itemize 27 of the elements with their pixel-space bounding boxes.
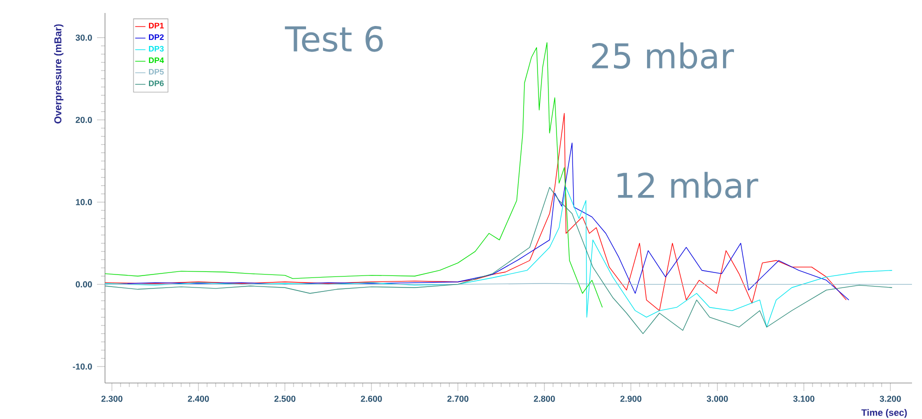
y-tick-label: 30.0 — [76, 34, 92, 41]
annotation: Test 6 — [284, 26, 383, 52]
legend-label: DP5 — [148, 69, 164, 75]
y-tick-label: 20.0 — [76, 116, 92, 123]
legend-label: DP6 — [148, 80, 164, 86]
y-tick-label: -10.0 — [72, 363, 92, 370]
legend-label: DP1 — [148, 22, 164, 28]
legend-label: DP2 — [148, 34, 164, 40]
x-tick-label: 2.300 — [101, 396, 122, 402]
x-tick-label: 2.400 — [188, 396, 209, 402]
x-tick-label: 2.800 — [534, 396, 555, 402]
x-axis-title: Time (sec) — [861, 409, 907, 418]
x-tick-label: 3.200 — [880, 396, 901, 402]
y-tick-label: 0.00 — [76, 281, 92, 288]
y-axis-title: Overpressure (mBar) — [54, 24, 64, 124]
x-tick-label: 3.100 — [793, 396, 814, 402]
y-tick-label: 10.0 — [76, 199, 92, 206]
annotation: 25 mbar — [592, 42, 734, 69]
legend-label: DP3 — [148, 46, 164, 52]
annotation: 12 mbar — [618, 172, 758, 198]
legend-label: DP4 — [148, 58, 164, 64]
x-tick-label: 2.600 — [360, 396, 382, 402]
x-tick-label: 2.700 — [447, 396, 468, 402]
x-tick-label: 2.900 — [620, 396, 642, 402]
line-series — [105, 112, 847, 311]
x-tick-label: 3.000 — [706, 396, 728, 402]
x-tick-label: 2.500 — [274, 396, 296, 402]
